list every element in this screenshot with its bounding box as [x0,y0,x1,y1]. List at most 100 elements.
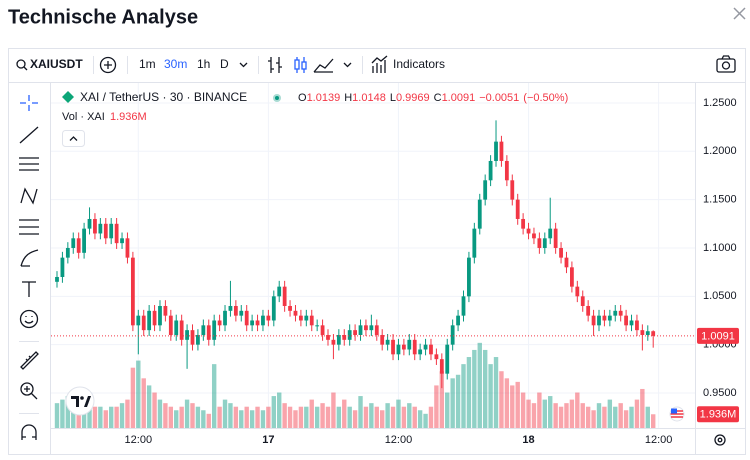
volume-bar [255,406,260,428]
volume-bar [336,406,342,428]
interval-dropdown[interactable] [239,62,248,68]
interval-button[interactable]: D [220,57,229,71]
collapse-legend[interactable] [62,130,85,147]
drawing-tools[interactable] [19,95,39,440]
bars-type[interactable] [268,57,282,73]
volume-bar [266,406,271,428]
volume-bar [450,378,455,428]
candle-body [450,325,455,345]
candle-body [331,339,336,345]
candle-body [82,228,86,253]
volume-bar [249,410,255,428]
candle-body [239,310,244,316]
volume-bar [461,364,466,428]
symbol: XAIUSDT [30,57,83,71]
volume-bar [401,406,407,428]
candle-body [336,334,341,345]
candle-body [364,325,368,331]
candle-body [418,349,423,355]
candle-body [385,339,390,345]
volume-bar [65,396,71,428]
candle-body [439,359,444,374]
candle-body [374,325,379,335]
x-tick-label: 12:00 [645,434,673,446]
volume-bar [211,364,217,428]
chart: 0.95001.00001.05001.10001.15001.20001.25… [51,83,739,446]
candle-body [299,315,303,321]
candle-body [179,320,184,340]
interval-button[interactable]: 1m [139,57,156,71]
volume-bar [596,403,602,428]
candle-body [494,141,498,161]
ohlc-key: O [298,92,307,104]
volume-bar [163,403,168,428]
candle-body [93,218,97,234]
candles-type[interactable] [294,57,307,73]
volume-bar [298,406,304,428]
compare-button[interactable] [99,56,117,74]
candle-body [553,228,558,248]
x-tick-label: 17 [262,434,274,446]
interval-button[interactable]: 1h [197,57,210,71]
candle-body [130,257,135,326]
candle-body [607,315,612,321]
snapshot-button[interactable] [716,55,736,73]
candle-body [510,180,515,200]
type-dropdown[interactable] [343,62,352,68]
volume-bar [157,399,163,428]
candle-body [521,218,526,229]
candle-body [369,325,374,331]
last-price-label: 1.0091 [701,330,735,342]
candle-body [147,310,152,331]
volume-bar [325,406,331,428]
candle-body [537,238,542,248]
volume-bar [439,371,445,428]
volume-bar [542,399,547,428]
volume-bar [591,410,596,428]
area-type[interactable] [313,58,334,73]
candle-body [277,286,282,297]
candle-body [158,305,162,326]
candle-body [472,228,477,258]
volume-bar [537,392,542,428]
indicators-button[interactable]: Indicators [371,55,445,73]
candle-body [602,315,607,321]
volume-bar [174,410,179,428]
y-tick-label: 1.1500 [703,194,737,206]
candle-body [109,223,114,239]
close-button[interactable] [733,7,746,20]
candle-body [532,233,536,239]
candle-body [423,344,428,350]
volume-bar [651,414,656,428]
candle-body [467,257,471,297]
candle-body [190,330,195,345]
candle-body [141,315,146,331]
volume-bar [466,357,472,428]
volume-bar [60,399,65,428]
y-tick-label: 0.9500 [703,387,737,399]
volume-bar [369,403,374,428]
candle-body [586,305,591,316]
candle-body [266,315,271,321]
interval-button-active[interactable]: 30m [164,57,187,71]
volume-value: 1.936M [110,111,147,123]
ohlc-value: 0.9969 [396,92,430,104]
candle-body [396,344,401,355]
symbol-search[interactable]: XAIUSDT [16,57,83,71]
candle-body [624,315,628,326]
candle-body [60,257,65,277]
candle-body [559,247,563,258]
volume-bar [342,399,347,428]
settings-button[interactable] [714,434,726,446]
volume-bar [92,406,98,428]
volume-bar [352,410,358,428]
ohlc-value: 1.0148 [352,92,386,104]
candle-body [526,228,531,234]
volume-bar [228,403,233,428]
change: −0.0051 [479,92,519,104]
currency-flag [669,406,685,422]
candle-body [152,310,157,326]
candle-body [125,238,130,258]
ohlc-value: 1.0091 [442,92,476,104]
